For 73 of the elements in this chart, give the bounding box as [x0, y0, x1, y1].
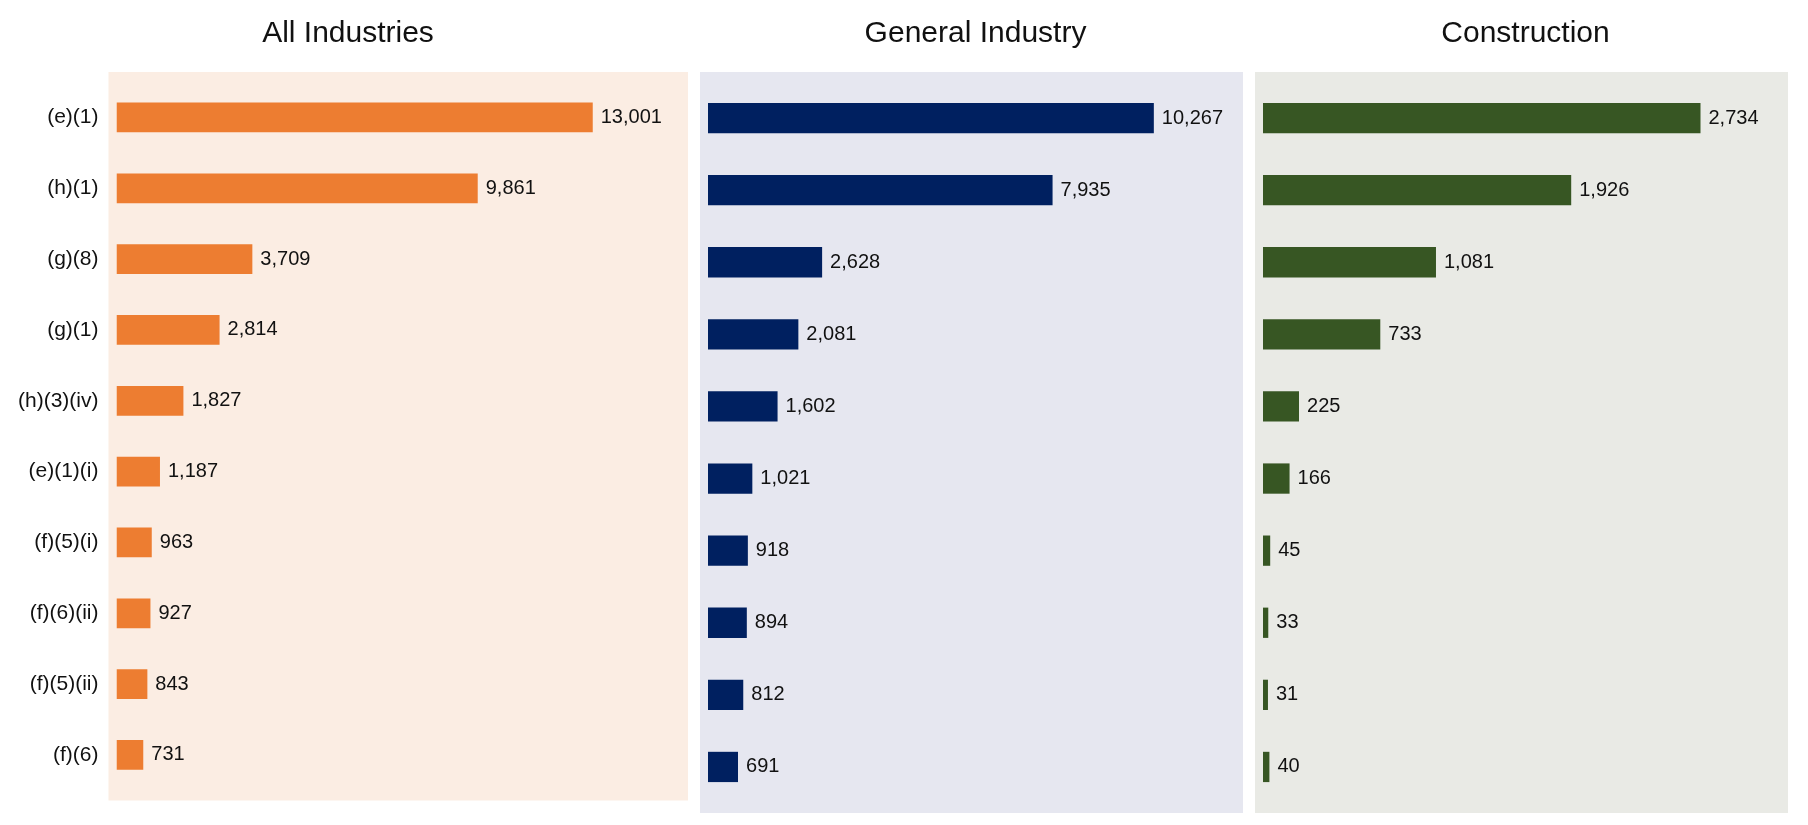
- bar: [116, 740, 144, 770]
- data-label: 1,187: [167, 459, 219, 482]
- data-label: 10,267: [1161, 105, 1224, 128]
- data-label: 2,628: [830, 249, 881, 272]
- bar: [708, 391, 778, 422]
- bar: [1263, 463, 1290, 494]
- bar: [708, 102, 1154, 134]
- bar: [1263, 751, 1270, 783]
- data-label: 9,861: [485, 175, 536, 198]
- y-tick-label: (f)(5)(i): [34, 529, 99, 553]
- data-label: 1,081: [1443, 249, 1495, 272]
- bar: [708, 319, 799, 350]
- data-label: 225: [1307, 393, 1341, 416]
- data-label: 2,814: [227, 317, 278, 340]
- bar: [1263, 175, 1572, 206]
- data-label: 166: [1297, 466, 1331, 489]
- bar: [116, 244, 253, 274]
- chart-title: Construction: [1441, 15, 1610, 49]
- data-label: 963: [159, 529, 194, 552]
- bar: [708, 607, 747, 638]
- bar: [116, 598, 151, 629]
- data-label: 3,709: [260, 246, 311, 269]
- data-label: 894: [754, 610, 789, 633]
- bar: [708, 247, 823, 278]
- bar: [1263, 607, 1269, 638]
- data-label: 733: [1388, 321, 1422, 344]
- bar: [1263, 319, 1381, 350]
- y-tick-label: (f)(5)(ii): [29, 670, 99, 694]
- data-label: 843: [155, 671, 189, 694]
- bar: [1263, 535, 1271, 566]
- y-tick-label: (f)(6)(ii): [29, 600, 99, 624]
- bar: [116, 173, 478, 204]
- y-tick-label: (g)(1): [47, 316, 99, 340]
- y-tick-label: (h)(3)(iv): [18, 387, 99, 411]
- bar: [116, 669, 148, 700]
- bar: [116, 102, 593, 133]
- data-label: 927: [158, 600, 192, 623]
- data-label: 33: [1276, 610, 1299, 633]
- bar: [708, 679, 744, 710]
- bar: [708, 175, 1053, 206]
- bar: [116, 315, 220, 345]
- y-tick-label: (h)(1): [47, 175, 99, 199]
- bar: [708, 535, 748, 566]
- data-label: 2,734: [1708, 105, 1759, 128]
- data-label: 7,935: [1060, 177, 1111, 200]
- data-label: 731: [151, 742, 185, 765]
- chart-title: All Industries: [262, 15, 434, 49]
- y-tick-label: (g)(8): [47, 245, 99, 269]
- data-label: 1,602: [785, 393, 836, 416]
- data-label: 1,926: [1579, 177, 1630, 200]
- data-label: 45: [1278, 538, 1301, 561]
- chart-title: General Industry: [864, 15, 1087, 49]
- bar: [1263, 247, 1436, 278]
- bar: [1263, 102, 1701, 134]
- bar: [708, 751, 739, 783]
- data-label: 2,081: [806, 321, 857, 344]
- data-label: 812: [751, 682, 785, 705]
- y-tick-label: (e)(1)(i): [28, 458, 99, 482]
- data-label: 1,021: [760, 466, 811, 489]
- data-label: 691: [746, 754, 780, 777]
- y-tick-label: (f)(6): [52, 741, 99, 765]
- bar: [116, 527, 152, 558]
- data-label: 13,001: [600, 104, 662, 127]
- data-label: 40: [1277, 754, 1300, 777]
- y-tick-label: (e)(1): [47, 104, 99, 128]
- bar: [708, 463, 753, 494]
- data-label: 31: [1275, 682, 1299, 705]
- bar: [1263, 391, 1300, 422]
- bar: [116, 456, 160, 487]
- data-label: 1,827: [191, 388, 242, 411]
- data-label: 918: [755, 538, 790, 561]
- bar: [116, 385, 184, 416]
- bar: [1263, 679, 1268, 710]
